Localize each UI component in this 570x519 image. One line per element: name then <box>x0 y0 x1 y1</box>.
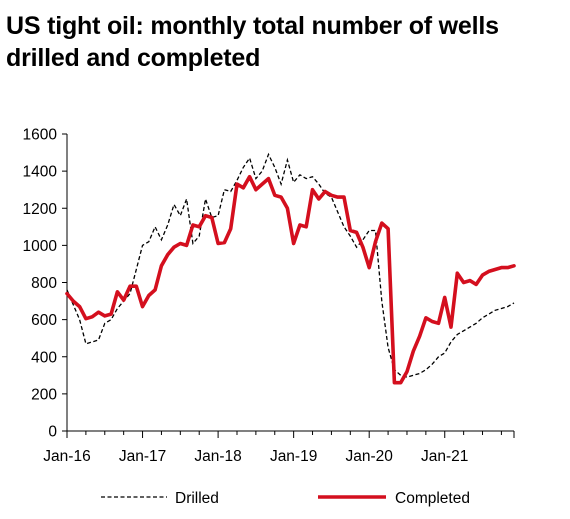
x-tick-label: Jan-20 <box>345 448 393 465</box>
y-tick-label: 400 <box>31 349 57 366</box>
y-tick-label: 1600 <box>23 127 58 144</box>
series-line-completed <box>65 174 516 385</box>
chart-title-line-1: US tight oil: monthly total number of we… <box>6 12 499 40</box>
legend-label-completed: Completed <box>395 490 470 507</box>
x-tick-label: Jan-16 <box>43 448 90 465</box>
chart-title-line-2: drilled and completed <box>6 44 261 72</box>
y-tick-label: 1400 <box>23 164 58 181</box>
y-tick-label: 1000 <box>23 238 58 255</box>
x-tick-label: Jan-19 <box>270 448 317 465</box>
x-tick-label: Jan-21 <box>421 448 468 465</box>
y-tick-label: 0 <box>48 424 57 441</box>
x-tick-label: Jan-18 <box>194 448 241 465</box>
y-tick-label: 1200 <box>23 201 58 218</box>
y-tick-label: 600 <box>31 312 57 329</box>
chart-title: US tight oil: monthly total number of we… <box>6 10 566 74</box>
series-line-drilled <box>66 152 515 378</box>
y-tick-label: 800 <box>31 275 57 292</box>
x-tick-label: Jan-17 <box>119 448 166 465</box>
legend-label-drilled: Drilled <box>175 490 219 507</box>
y-tick-label: 200 <box>31 386 57 403</box>
